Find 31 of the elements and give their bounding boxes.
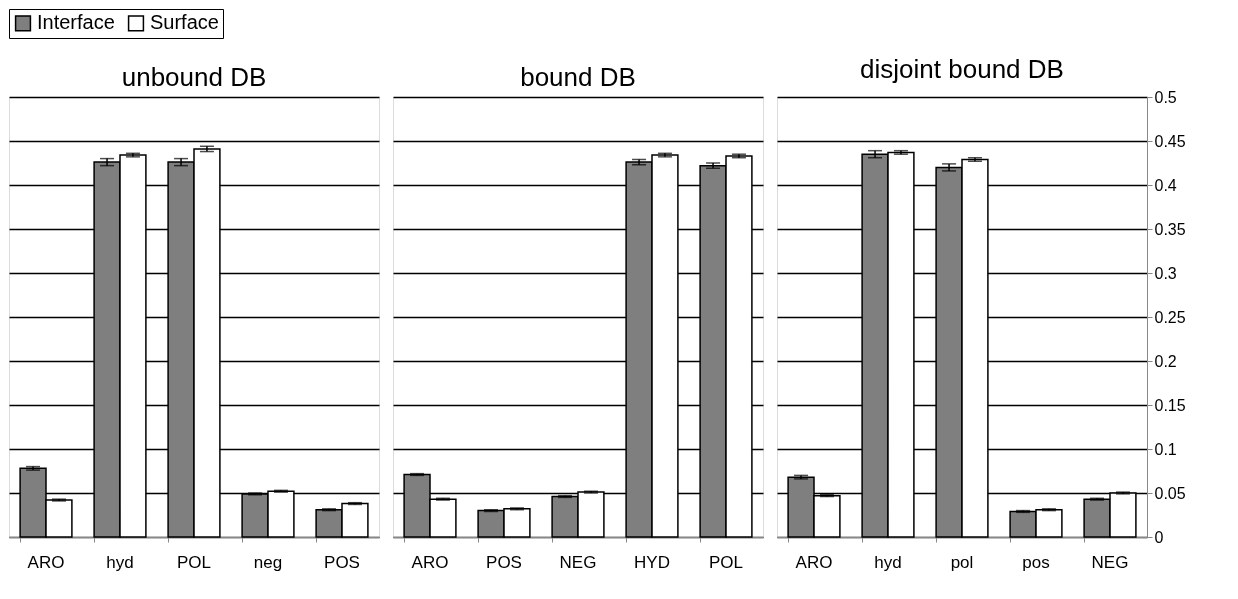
y-tick-label: 0.5 [1154,88,1177,106]
x-tick-label: POS [324,552,360,572]
legend-label: Surface [150,11,219,34]
x-tick-label: hyd [874,552,902,572]
x-tick-label: POL [708,552,744,572]
y-tick-label: 0.4 [1154,176,1177,194]
x-tick-label: neg [253,552,283,572]
x-tick-label: HYD [634,552,670,572]
x-tick-label: NEG [559,552,597,572]
y-tick-label: 0.2 [1154,352,1177,370]
y-tick-label: 0.35 [1154,220,1186,238]
x-tick-label: POL [176,552,212,572]
y-tick-label: 0.25 [1154,308,1186,326]
x-tick-label: pol [950,552,974,572]
x-tick-label: ARO [411,552,449,572]
x-tick-label: ARO [795,552,833,572]
y-tick-label: 0.1 [1154,440,1177,458]
y-tick-label: 0.3 [1154,264,1177,282]
x-tick-label: ARO [27,552,65,572]
y-tick-label: 0 [1154,528,1164,546]
chart-title: unbound DB [121,62,267,92]
legend-label: Interface [37,11,115,34]
x-tick-label: NEG [1091,552,1129,572]
x-tick-label: hyd [106,552,134,572]
y-tick-label: 0.45 [1154,132,1186,150]
chart-title: bound DB [520,62,636,92]
chart-title: disjoint bound DB [860,54,1064,84]
x-tick-label: POS [486,552,522,572]
y-tick-label: 0.05 [1154,484,1186,502]
x-tick-label: pos [1022,552,1050,572]
y-tick-label: 0.15 [1154,396,1186,414]
